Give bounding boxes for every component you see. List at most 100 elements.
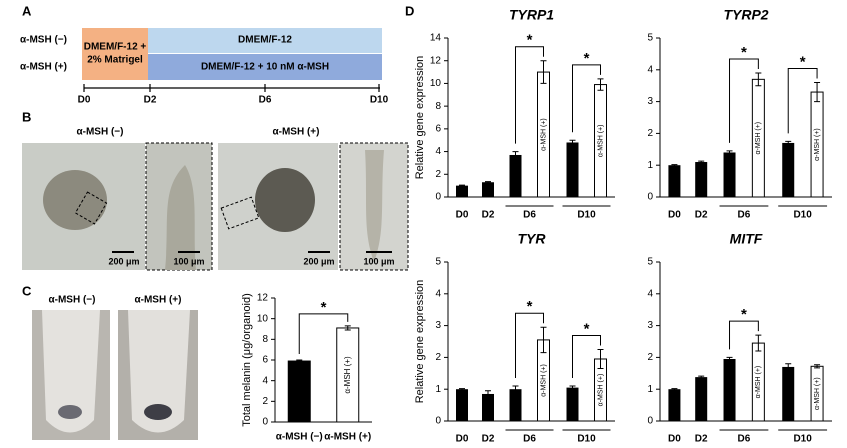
- y-tick-label: 1: [435, 384, 441, 395]
- significance-mark: *: [584, 320, 590, 337]
- y-tick-label: 6: [435, 123, 441, 134]
- y-tick-label: 2: [435, 352, 441, 363]
- x-tick-label: D0: [668, 434, 681, 445]
- chart-title: MITF: [730, 231, 763, 247]
- error-bar: [459, 184, 465, 187]
- significance-mark: *: [584, 50, 590, 67]
- error-bar: [459, 388, 465, 391]
- error-bar: [296, 359, 303, 363]
- y-tick-label: 2: [647, 128, 653, 139]
- y-tick-label: 3: [435, 320, 441, 331]
- error-bar: [569, 139, 576, 146]
- x-tick-label: D6: [523, 210, 536, 221]
- x-tick-label: D2: [695, 434, 708, 445]
- medium-text: DMEM/F-12: [238, 35, 292, 46]
- tube: [128, 310, 190, 433]
- x-tick-label: D6: [523, 434, 536, 445]
- inset-box: [220, 196, 260, 230]
- y-tick-label: 4: [435, 288, 441, 299]
- bar-label: α-MSH (+): [814, 377, 821, 410]
- pellet: [58, 405, 82, 419]
- bar: [668, 389, 681, 421]
- y-tick-label: 0: [647, 192, 653, 203]
- scale-text: 200 μm: [108, 256, 139, 266]
- y-tick-label: 10: [430, 78, 442, 89]
- significance-bracket: [572, 334, 601, 379]
- bar: [456, 389, 468, 421]
- error-bar: [671, 164, 678, 167]
- y-tick-label: 4: [435, 146, 441, 157]
- error-bar: [814, 364, 821, 369]
- y-tick-label: 2: [435, 169, 441, 180]
- bar-label: α-MSH (+): [540, 118, 547, 151]
- y-tick-label: 10: [257, 313, 269, 324]
- y-tick-label: 1: [647, 384, 653, 395]
- bar: [509, 154, 522, 197]
- scale-text: 100 μm: [173, 256, 204, 266]
- row-label: α-MSH (−): [20, 35, 67, 46]
- error-bar: [698, 375, 705, 379]
- significance-bracket: [515, 312, 544, 379]
- bar-label: α-MSH (+): [755, 122, 762, 155]
- x-tick-label: D2: [482, 434, 495, 445]
- control-box: [148, 28, 382, 53]
- significance-bracket: [787, 68, 818, 134]
- bar: [695, 162, 708, 197]
- day-label: D6: [259, 95, 272, 106]
- x-tick-label: D0: [668, 210, 681, 221]
- bar: [668, 165, 681, 197]
- timeline: [83, 84, 380, 92]
- scale-text: 200 μm: [303, 256, 334, 266]
- bar: [509, 389, 522, 421]
- bar-label: α-MSH (+): [597, 374, 604, 407]
- significance-bracket: [298, 313, 349, 354]
- y-tick-label: 12: [257, 293, 269, 304]
- error-bar: [814, 82, 821, 103]
- row-label: α-MSH (+): [20, 62, 67, 73]
- error-bar: [785, 363, 792, 371]
- x-tick-label: α-MSH (+): [324, 432, 371, 443]
- error-bar: [344, 325, 351, 331]
- x-tick-label: α-MSH (−): [276, 432, 323, 443]
- error-bar: [512, 151, 519, 159]
- tube: [42, 310, 100, 433]
- panel-label: A: [22, 3, 32, 18]
- y-tick-label: 8: [435, 101, 441, 112]
- error-bar: [597, 348, 604, 370]
- bar: [566, 142, 579, 197]
- x-tick-label: D2: [695, 210, 708, 221]
- bar-label: α-MSH (+): [540, 364, 547, 397]
- bar: [456, 185, 468, 197]
- chart-title: TYRP1: [509, 7, 554, 23]
- day-label: D10: [370, 95, 389, 106]
- y-tick-label: 2: [647, 352, 653, 363]
- x-tick-label: D0: [456, 434, 469, 445]
- y-tick-label: 8: [262, 334, 268, 345]
- significance-mark: *: [800, 53, 806, 70]
- tube-label: α-MSH (−): [49, 295, 96, 306]
- x-tick-label: D10: [793, 210, 812, 221]
- bar: [482, 182, 494, 197]
- error-bar: [485, 390, 491, 398]
- y-tick-label: 6: [262, 355, 268, 366]
- error-bar: [485, 181, 491, 184]
- x-tick-label: D10: [793, 434, 812, 445]
- y-tick-label: 3: [647, 320, 653, 331]
- condition-label: α-MSH (−): [77, 127, 124, 138]
- y-tick-label: 1: [647, 160, 653, 171]
- bar: [695, 377, 708, 421]
- error-bar: [597, 78, 604, 91]
- y-tick-label: 5: [647, 33, 653, 44]
- y-tick-label: 12: [430, 55, 442, 66]
- x-tick-label: D2: [482, 210, 495, 221]
- bar: [723, 358, 736, 421]
- panel-label: C: [22, 283, 32, 298]
- panel-label: B: [22, 109, 31, 124]
- axis: [659, 38, 832, 198]
- significance-mark: *: [741, 306, 747, 323]
- axis: [447, 262, 615, 422]
- pellet: [144, 404, 172, 420]
- error-bar: [671, 388, 678, 391]
- panel-label: D: [405, 3, 414, 18]
- organoid: [165, 165, 196, 270]
